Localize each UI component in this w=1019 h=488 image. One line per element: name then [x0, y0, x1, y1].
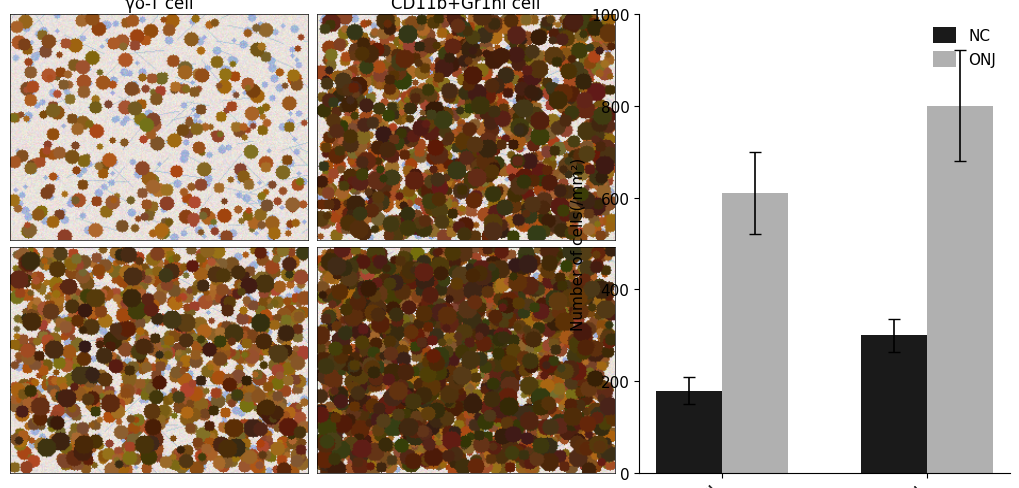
- Legend: NC, ONJ: NC, ONJ: [926, 22, 1002, 74]
- Bar: [655, 391, 721, 473]
- Bar: [926, 106, 991, 473]
- Title: γδ-T cell: γδ-T cell: [124, 0, 194, 13]
- Title: CD11b+Gr1hi cell: CD11b+Gr1hi cell: [391, 0, 540, 13]
- Bar: [861, 336, 926, 473]
- Bar: [721, 194, 787, 473]
- Y-axis label: Number of cells(/mm²): Number of cells(/mm²): [570, 158, 585, 330]
